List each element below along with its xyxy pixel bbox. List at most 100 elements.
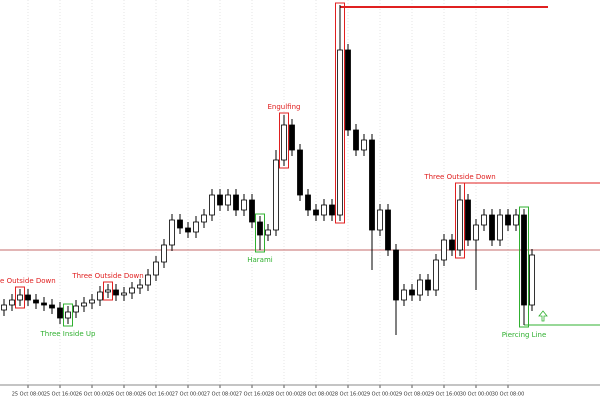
candle-body [433, 259, 439, 291]
pattern-label: Dark Cloud Cover [309, 0, 371, 1]
x-tick-label: 30 Oct 00:00 [460, 392, 493, 398]
candle-body [17, 294, 23, 301]
x-tick-label: 30 Oct 08:00 [492, 392, 525, 398]
candle-body [361, 139, 367, 151]
x-tick-label: 27 Oct 08:00 [204, 392, 237, 398]
candle-body [73, 305, 79, 313]
pattern-box [279, 112, 289, 169]
x-tick-label: 27 Oct 16:00 [236, 392, 269, 398]
candle-body [249, 199, 255, 223]
candle-body [201, 214, 207, 223]
candle-body [225, 194, 231, 206]
candle-body [185, 227, 191, 233]
candle-body [393, 249, 399, 301]
candle-body [193, 221, 199, 233]
candle-body [369, 139, 375, 231]
candle-body [113, 289, 119, 296]
candle-body [49, 304, 55, 309]
x-tick-label: 25 Oct 16:00 [44, 392, 77, 398]
candle-body [417, 279, 423, 296]
x-tick-label: 29 Oct 00:00 [364, 392, 397, 398]
x-tick-label: 26 Oct 00:00 [76, 392, 109, 398]
pattern-label: Piercing Line [502, 331, 547, 339]
pattern-box [63, 303, 73, 327]
candle-body [281, 124, 287, 161]
pattern-box [103, 281, 113, 301]
candle-body [25, 294, 31, 301]
candle-body [441, 239, 447, 261]
candle-body [169, 219, 175, 246]
candle-body [305, 194, 311, 211]
candle-body [345, 49, 351, 131]
candle-body [65, 311, 71, 319]
candle-body [121, 292, 127, 296]
candle-body [137, 284, 143, 289]
candle-body [273, 159, 279, 231]
candle-body [337, 49, 343, 216]
x-tick-label: 29 Oct 16:00 [428, 392, 461, 398]
candle-body [81, 302, 87, 307]
candle-body [313, 209, 319, 216]
x-tick-label: 25 Oct 08:00 [12, 392, 45, 398]
candle-body [465, 199, 471, 241]
candle-body [385, 209, 391, 251]
candle-body [89, 299, 95, 304]
x-tick-label: 26 Oct 16:00 [140, 392, 173, 398]
candle-body [529, 254, 535, 306]
candle-body [57, 307, 63, 319]
pattern-label: Three Outside Down [0, 277, 56, 285]
candle-body [105, 289, 111, 293]
candle-body [97, 291, 103, 301]
pattern-label: Three Inside Up [40, 330, 96, 338]
candle-body [1, 304, 7, 311]
x-tick-label: 27 Oct 00:00 [172, 392, 205, 398]
pattern-box [15, 286, 25, 309]
x-tick-label: 26 Oct 08:00 [108, 392, 141, 398]
candle-body [353, 129, 359, 151]
candle-body [449, 239, 455, 251]
pattern-box [335, 2, 345, 224]
candle-body [473, 224, 479, 241]
candle-body [377, 209, 383, 231]
pattern-box [255, 213, 265, 253]
x-tick-label: 29 Oct 08:00 [396, 392, 429, 398]
candle-body [33, 299, 39, 304]
candle-body [145, 274, 151, 286]
x-tick-label: 28 Oct 00:00 [268, 392, 301, 398]
candle-body [425, 279, 431, 291]
candle-body [41, 302, 47, 306]
candle-body [297, 149, 303, 196]
x-tick-label: 28 Oct 16:00 [332, 392, 365, 398]
pattern-label: Engulfing [268, 103, 301, 111]
candle-body [233, 194, 239, 211]
candle-body [265, 229, 271, 236]
candle-body [217, 194, 223, 206]
candle-body [129, 287, 135, 294]
candle-body [521, 214, 527, 306]
candle-body [209, 194, 215, 216]
candle-body [481, 214, 487, 226]
candle-body [489, 214, 495, 241]
pattern-label: Three Outside Down [423, 173, 495, 181]
candle-body [409, 289, 415, 296]
pattern-box [519, 206, 529, 328]
x-tick-label: 28 Oct 08:00 [300, 392, 333, 398]
candle-body [257, 221, 263, 236]
candle-body [289, 124, 295, 151]
candle-body [177, 219, 183, 229]
candle-body [505, 214, 511, 226]
candle-body [401, 289, 407, 301]
pattern-label: Three Outside Down [71, 272, 143, 280]
pattern-label: Harami [247, 256, 273, 264]
candle-body [513, 214, 519, 226]
candle-body [161, 244, 167, 263]
candle-body [457, 199, 463, 251]
pattern-arrow [538, 310, 548, 322]
candle-body [153, 261, 159, 276]
candle-body [241, 199, 247, 211]
candle-body [9, 299, 15, 306]
candle-body [329, 204, 335, 216]
candle-body [321, 204, 327, 216]
candle-body [497, 214, 503, 241]
